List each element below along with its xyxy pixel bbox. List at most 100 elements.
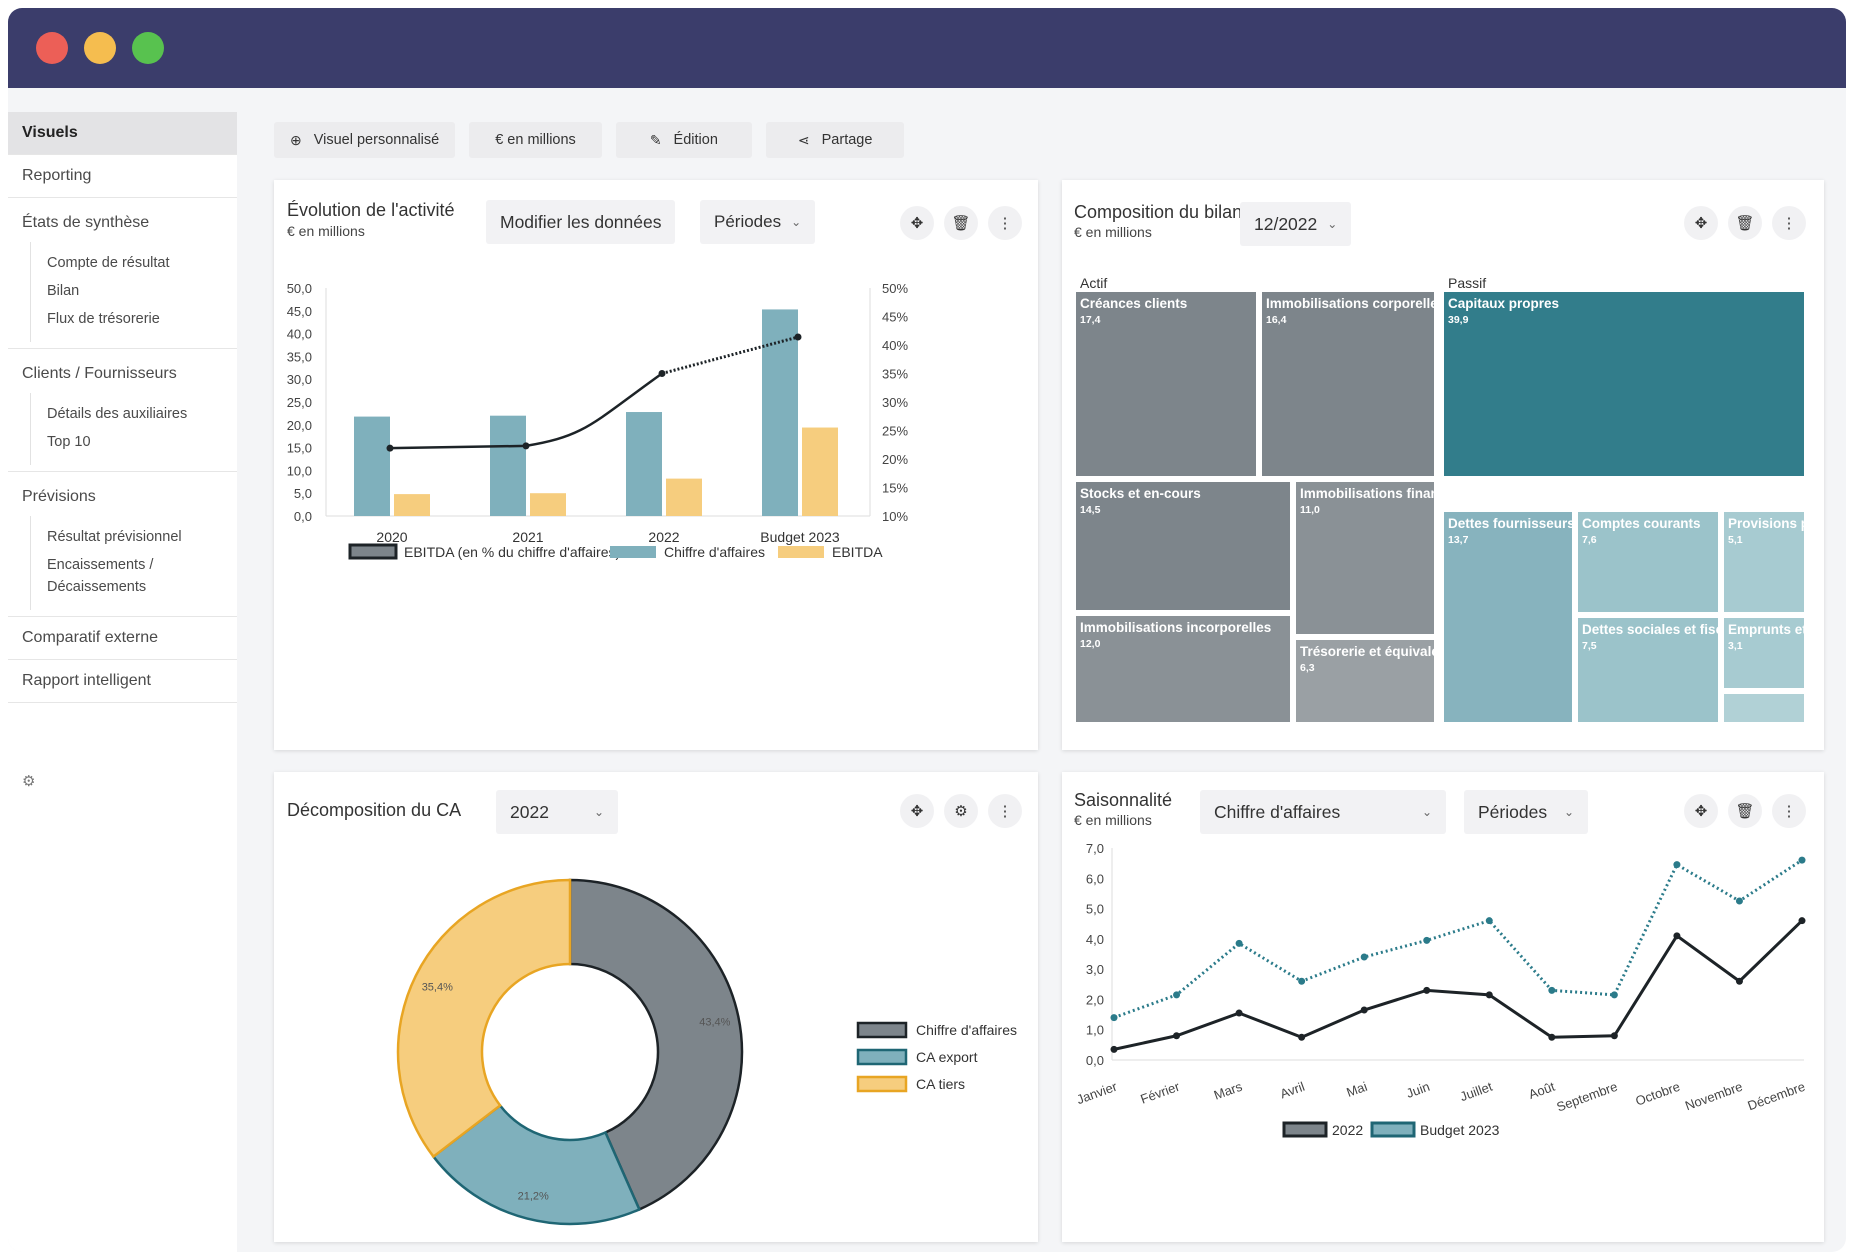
- gear-icon[interactable]: ⚙: [944, 794, 978, 828]
- modify-data-button[interactable]: Modifier les données: [486, 200, 676, 244]
- sidebar-subitem-bilan[interactable]: Bilan: [47, 283, 80, 299]
- treemap-tile[interactable]: Dettes sociales et fiscales 7,5: [1578, 618, 1718, 722]
- series-point: [1360, 953, 1368, 961]
- treemap-tile[interactable]: Emprunts et dettes 3,1: [1724, 618, 1804, 688]
- currency-button[interactable]: € en millions: [469, 122, 602, 158]
- more-options-icon[interactable]: ⋮: [1772, 794, 1806, 828]
- seasonality-card: Saisonnalité € en millions Chiffre d'aff…: [1062, 772, 1824, 1242]
- metric-dropdown[interactable]: Chiffre d'affaires ⌄: [1200, 790, 1446, 834]
- treemap-tile[interactable]: Capitaux propres 39,9: [1444, 292, 1804, 476]
- ebitda-pct-line-projection: [661, 335, 799, 375]
- treemap-tile[interactable]: Stocks et en-cours 14,5: [1076, 482, 1290, 610]
- sidebar-group-previsions: Prévisions Résultat prévisionnel Encaiss…: [8, 472, 237, 617]
- series-line: [1113, 858, 1803, 1020]
- sidebar-group-title[interactable]: Prévisions: [22, 488, 96, 505]
- y-tick-label: 0,0: [1086, 1053, 1104, 1068]
- sidebar-subitem-flux[interactable]: Flux de trésorerie: [47, 311, 160, 327]
- treemap-tile[interactable]: Provisions pour risques 5,1: [1724, 512, 1804, 612]
- custom-visual-label: Visuel personnalisé: [313, 132, 440, 148]
- series-point: [1485, 991, 1493, 999]
- sidebar-subitem-top10[interactable]: Top 10: [47, 434, 91, 450]
- move-icon[interactable]: ✥: [900, 206, 934, 240]
- treemap-tile[interactable]: Créances clients 17,4: [1076, 292, 1256, 476]
- sidebar-subitem-compte-resultat[interactable]: Compte de résultat: [47, 255, 170, 271]
- trash-icon[interactable]: 🗑: [1728, 206, 1762, 240]
- more-options-icon[interactable]: ⋮: [988, 794, 1022, 828]
- series-point: [1110, 1045, 1118, 1053]
- pencil-icon: ✎: [649, 131, 662, 148]
- series-point: [1173, 1032, 1181, 1040]
- treemap-tile-label: Trésorerie et équivalents: [1300, 644, 1434, 659]
- gear-icon[interactable]: ⚙: [22, 773, 36, 790]
- app-window: Visuels Reporting États de synthèse Comp…: [8, 8, 1846, 1252]
- sidebar-item-comparatif[interactable]: Comparatif externe: [8, 617, 237, 660]
- treemap-tile-label: Dettes sociales et fiscales: [1582, 622, 1718, 637]
- legend-swatch: [856, 1075, 908, 1093]
- sidebar-group-title[interactable]: États de synthèse: [22, 214, 150, 231]
- ebitda-pct-line: [389, 372, 663, 450]
- treemap-tile-label: Provisions pour risques: [1728, 516, 1804, 531]
- edit-button[interactable]: ✎ Édition: [615, 122, 752, 158]
- x-tick-label: Budget 2023: [760, 529, 840, 545]
- y-tick-label: 5,0: [294, 486, 312, 501]
- trash-icon[interactable]: 🗑: [944, 206, 978, 240]
- move-icon[interactable]: ✥: [900, 794, 934, 828]
- minimize-window-button[interactable]: [84, 32, 116, 64]
- card-title: Saisonnalité: [1074, 790, 1173, 810]
- treemap-tile[interactable]: Trésorerie et équivalents 6,3: [1296, 640, 1434, 722]
- year-dropdown[interactable]: 2022 ⌄: [496, 790, 618, 834]
- date-dropdown[interactable]: 12/2022 ⌄: [1240, 202, 1352, 246]
- more-options-icon[interactable]: ⋮: [988, 206, 1022, 240]
- activity-card: Évolution de l'activité € en millions Mo…: [274, 180, 1038, 750]
- treemap-tile-label: Immobilisations corporelles: [1266, 296, 1434, 311]
- sidebar-subitem-resultat-previsionnel[interactable]: Résultat prévisionnel: [47, 529, 182, 545]
- bar-ebitda: [530, 493, 566, 516]
- treemap-tile-label: Capitaux propres: [1448, 296, 1560, 311]
- share-button[interactable]: ⋖ Partage: [765, 122, 905, 158]
- treemap-tile[interactable]: Immobilisations incorporelles 12,0: [1076, 616, 1290, 722]
- sidebar-item-reporting[interactable]: Reporting: [8, 155, 237, 198]
- close-window-button[interactable]: [36, 32, 68, 64]
- periods-dropdown[interactable]: Périodes ⌄: [1464, 790, 1588, 834]
- series-point: [1298, 977, 1306, 985]
- series-line: [1113, 919, 1804, 1051]
- trash-icon[interactable]: 🗑: [1728, 794, 1762, 828]
- series-point: [1735, 897, 1743, 905]
- donut-slice-label: 43,4%: [699, 1017, 730, 1029]
- legend-swatch-ebitda-pct: [348, 543, 398, 560]
- sidebar-item-label: Comparatif externe: [22, 629, 159, 646]
- treemap-tile[interactable]: Immobilisations corporelles 16,4: [1262, 292, 1434, 476]
- treemap-tile[interactable]: Comptes courants 7,6: [1578, 512, 1718, 612]
- sidebar-subitem-details[interactable]: Détails des auxiliaires: [47, 406, 188, 422]
- legend-swatch-budget: [1370, 1121, 1416, 1138]
- treemap-tile-value: 5,1: [1728, 534, 1743, 546]
- bar-chiffre-affaires: [626, 412, 662, 516]
- chevron-down-icon: ⌄: [1563, 805, 1574, 819]
- maximize-window-button[interactable]: [132, 32, 164, 64]
- more-options-icon[interactable]: ⋮: [1772, 206, 1806, 240]
- sidebar-group-title[interactable]: Clients / Fournisseurs: [22, 365, 177, 382]
- sidebar-item-label: Visuels: [22, 124, 78, 141]
- y2-tick-label: 10%: [882, 509, 908, 524]
- treemap-tile-label: Stocks et en-cours: [1080, 486, 1201, 501]
- custom-visual-button[interactable]: ⊕ Visuel personnalisé: [274, 122, 456, 158]
- treemap-tile-value: 7,6: [1582, 534, 1597, 546]
- treemap-tile-value: 12,0: [1080, 638, 1101, 650]
- sidebar-submenu: Résultat prévisionnel Encaissements / Dé…: [30, 516, 237, 610]
- legend-swatch-ca: [610, 546, 656, 558]
- bar-ebitda: [666, 478, 702, 516]
- sidebar-subitem-encaissements[interactable]: Encaissements / Décaissements: [47, 557, 154, 595]
- edit-label: Édition: [673, 132, 718, 148]
- treemap-tile-label: Comptes courants: [1582, 516, 1701, 531]
- treemap-tile[interactable]: Immobilisations financières 11,0: [1296, 482, 1434, 634]
- move-icon[interactable]: ✥: [1684, 794, 1718, 828]
- sidebar-item-rapport[interactable]: Rapport intelligent: [8, 660, 237, 703]
- sidebar: Visuels Reporting États de synthèse Comp…: [8, 112, 237, 1252]
- donut-slice: [568, 878, 744, 1212]
- periods-dropdown[interactable]: Périodes ⌄: [700, 200, 816, 244]
- sidebar-item-visuels[interactable]: Visuels: [8, 112, 237, 155]
- treemap-tile[interactable]: Dettes fournisseurs 13,7: [1444, 512, 1572, 722]
- move-icon[interactable]: ✥: [1684, 206, 1718, 240]
- y-tick-label: 5,0: [1086, 902, 1104, 917]
- legend-label: Chiffre d'affaires: [916, 1022, 1017, 1038]
